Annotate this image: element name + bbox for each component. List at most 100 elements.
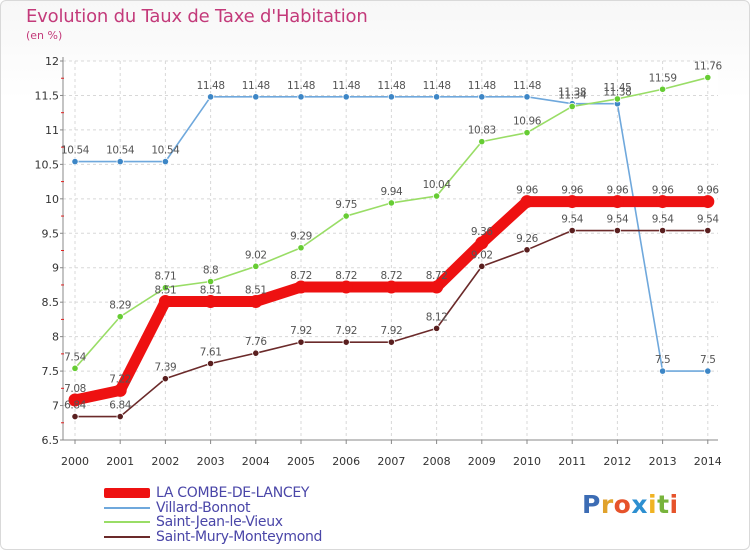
data-label: 7.5 xyxy=(655,354,671,366)
y-tick-label: 12 xyxy=(45,55,59,68)
data-point xyxy=(704,367,712,375)
data-point xyxy=(613,95,622,103)
data-label: 11.45 xyxy=(603,82,631,94)
data-label: 8.72 xyxy=(426,270,448,282)
data-point xyxy=(252,262,260,270)
data-point xyxy=(432,192,441,200)
data-point xyxy=(252,93,260,101)
data-label: 7.39 xyxy=(155,362,177,374)
data-label: 9.96 xyxy=(697,185,719,197)
data-point xyxy=(113,383,127,397)
x-tick-label: 2006 xyxy=(332,455,360,468)
logo-letter: o xyxy=(613,490,632,519)
y-tick-label: 10.5 xyxy=(35,158,60,171)
legend-item: LA COMBE-DE-LANCEY xyxy=(104,486,322,501)
data-point xyxy=(71,158,79,166)
data-label: 11.48 xyxy=(287,80,315,92)
data-label: 11.76 xyxy=(694,61,723,73)
y-tick-label: 9.5 xyxy=(42,227,60,240)
legend-label: Saint-Jean-le-Vieux xyxy=(156,514,283,530)
logo-letter: P xyxy=(582,490,601,519)
data-label: 9.54 xyxy=(561,214,583,226)
y-tick-label: 9 xyxy=(52,262,59,275)
data-label: 8.51 xyxy=(245,284,267,296)
x-tick-label: 2013 xyxy=(649,455,677,468)
data-label: 11.38 xyxy=(558,87,586,99)
data-point xyxy=(523,93,531,101)
legend-label: LA COMBE-DE-LANCEY xyxy=(156,485,310,501)
data-label: 10.54 xyxy=(106,145,135,157)
data-label: 9.94 xyxy=(381,186,403,198)
data-label: 11.48 xyxy=(423,80,451,92)
data-label: 11.34 xyxy=(558,89,587,101)
data-point xyxy=(387,199,395,207)
data-label: 6.84 xyxy=(64,400,86,412)
data-point xyxy=(387,338,395,346)
data-label: 8.51 xyxy=(200,284,222,296)
data-label: 9.02 xyxy=(471,249,493,261)
data-label: 8.51 xyxy=(155,284,177,296)
logo-letter: i xyxy=(648,490,658,519)
data-label: 11.48 xyxy=(513,80,541,92)
data-point xyxy=(478,262,486,270)
legend-item: Saint-Mury-Monteymond xyxy=(104,530,322,545)
data-point xyxy=(704,73,712,82)
data-point xyxy=(658,367,667,375)
data-label: 9.96 xyxy=(652,185,674,197)
data-label: 7.61 xyxy=(200,347,222,359)
data-label: 11.48 xyxy=(197,80,225,92)
legend-swatch xyxy=(104,488,150,499)
y-tick-label: 7 xyxy=(52,400,59,413)
x-tick-label: 2007 xyxy=(377,455,405,468)
data-label: 11.48 xyxy=(242,80,270,92)
chart-legend: LA COMBE-DE-LANCEY Villard-Bonnot Saint-Je… xyxy=(104,486,322,544)
data-label: 7.76 xyxy=(245,336,267,348)
data-label: 8.29 xyxy=(109,300,131,312)
legend-label: Villard-Bonnot xyxy=(156,499,251,516)
data-point xyxy=(116,158,124,166)
data-label: 10.83 xyxy=(468,125,496,137)
data-point xyxy=(116,313,124,321)
data-point xyxy=(478,93,486,101)
data-label: 8.72 xyxy=(381,270,403,282)
data-label: 9.36 xyxy=(471,226,493,238)
data-point xyxy=(523,129,531,137)
x-tick-label: 2011 xyxy=(558,455,586,468)
data-point xyxy=(161,158,169,166)
logo-letter: i xyxy=(669,490,679,519)
data-point xyxy=(568,226,576,235)
data-point xyxy=(342,93,350,101)
data-label: 10.54 xyxy=(61,145,90,157)
data-point xyxy=(565,195,579,209)
data-point xyxy=(658,85,667,93)
data-point xyxy=(116,412,124,421)
data-label: 7.5 xyxy=(700,354,716,366)
logo-letter: r xyxy=(600,490,614,519)
data-label: 8.72 xyxy=(290,270,312,282)
y-tick-label: 8.5 xyxy=(42,296,60,309)
data-label: 11.48 xyxy=(332,80,360,92)
data-label: 7.92 xyxy=(290,325,312,337)
data-point xyxy=(71,412,79,421)
proxiti-logo: Proxiti xyxy=(582,490,679,519)
y-tick-label: 8 xyxy=(52,331,59,344)
data-label: 11.48 xyxy=(377,80,405,92)
legend-label: Saint-Mury-Monteymond xyxy=(156,528,323,545)
y-tick-label: 11.5 xyxy=(35,89,60,102)
data-label: 7.54 xyxy=(64,351,86,363)
data-label: 9.75 xyxy=(335,199,357,211)
data-label: 11.48 xyxy=(468,80,496,92)
data-label: 8.72 xyxy=(335,270,357,282)
data-label: 9.96 xyxy=(607,185,629,197)
data-point xyxy=(520,195,534,209)
data-label: 9.54 xyxy=(607,214,629,226)
data-label: 9.96 xyxy=(516,185,538,197)
data-point xyxy=(610,195,624,209)
data-point xyxy=(161,284,169,292)
data-point xyxy=(384,280,398,294)
data-point xyxy=(478,138,486,146)
x-tick-label: 2010 xyxy=(513,455,541,468)
data-point xyxy=(523,246,531,254)
data-label: 11.59 xyxy=(649,72,677,84)
x-tick-label: 2004 xyxy=(242,455,270,468)
